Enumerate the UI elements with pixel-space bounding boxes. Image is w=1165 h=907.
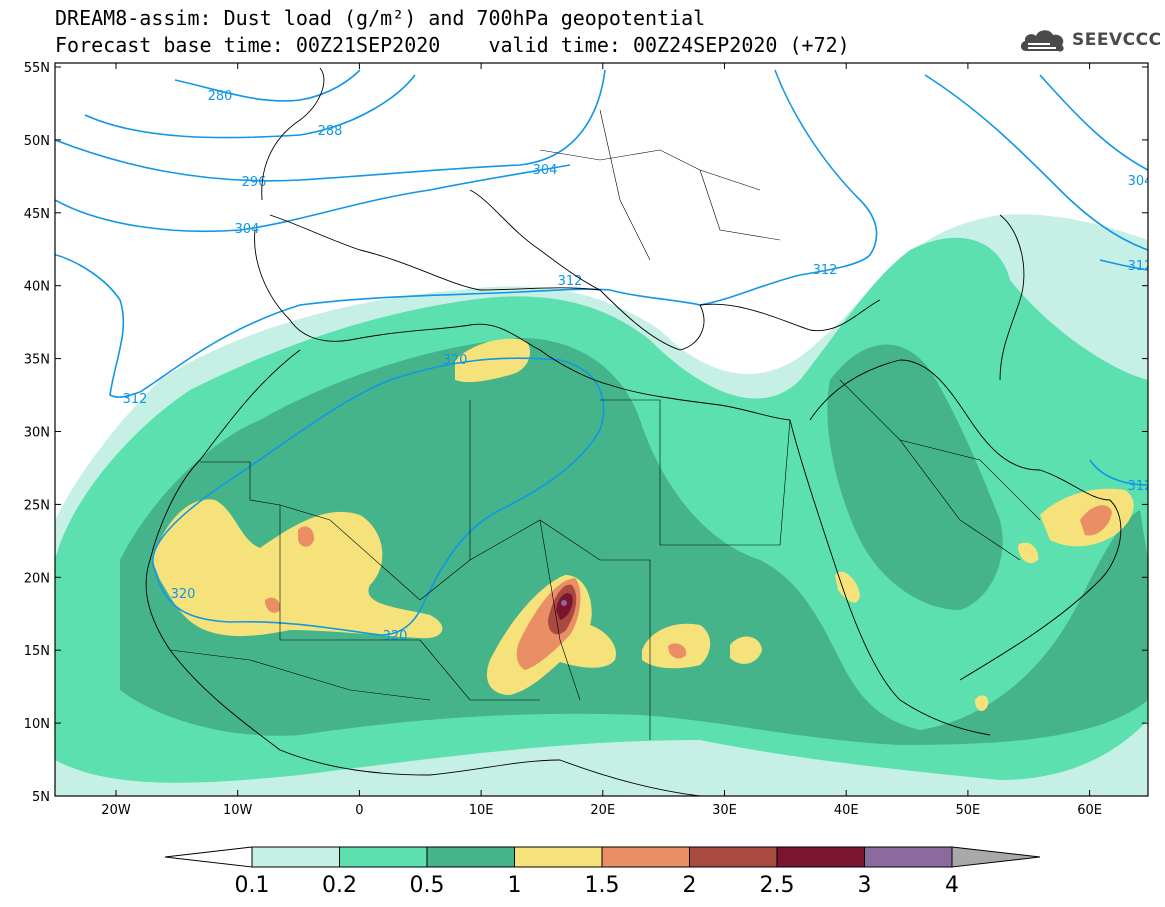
- colorbar-swatch: [776, 846, 865, 868]
- colorbar-tick-label: 0.5: [410, 873, 445, 898]
- lat-tick-label: 30N: [24, 426, 50, 441]
- contour-label: 312: [123, 392, 148, 407]
- map-title: DREAM8-assim: Dust load (g/m²) and 700hP…: [55, 6, 706, 30]
- dust-yellow-tunisia: [455, 338, 530, 383]
- colorbar-low-arrow: [164, 846, 253, 868]
- country-borders: [169, 109, 1041, 740]
- lon-tick-label: 20E: [590, 803, 615, 818]
- colorbar-tick-label: 0.1: [235, 873, 270, 898]
- lat-tick-label: 50N: [24, 134, 50, 149]
- colorbar-swatch: [864, 846, 953, 868]
- lat-tick-label: 10N: [24, 717, 50, 732]
- dust-yellow-sudan-east: [730, 636, 762, 664]
- colorbar-tick-label: 2.5: [760, 873, 795, 898]
- colorbar-swatch: [426, 846, 515, 868]
- lon-tick-label: 10W: [223, 803, 253, 818]
- dust-load-colorbar: 0.1 0.2 0.5 1 1.5 2 2.5 3 4: [164, 846, 1041, 898]
- lat-tick-label: 45N: [24, 207, 50, 222]
- lat-tick-label: 5N: [32, 790, 50, 805]
- dust-orange-mali: [265, 597, 281, 613]
- colorbar-tick-label: 3: [858, 873, 872, 898]
- contour-label: 304: [533, 163, 558, 178]
- colorbar-swatch: [514, 846, 603, 868]
- dust-purple-core: [561, 600, 567, 606]
- dust-yellow-horn: [975, 695, 989, 712]
- dust-yellow-yemen: [1018, 542, 1039, 564]
- lat-tick-label: 40N: [24, 280, 50, 295]
- latitude-axis: 55N 50N 45N 40N 35N 30N 25N 20N 15N 10N 5N: [24, 61, 1148, 805]
- lon-tick-label: 40E: [834, 803, 859, 818]
- contour-label: 320: [443, 353, 468, 368]
- contour-label: 312: [1128, 479, 1153, 494]
- contour-label: 280: [208, 89, 233, 104]
- contour-label: 312: [1128, 259, 1153, 274]
- lat-tick-label: 35N: [24, 353, 50, 368]
- colorbar-swatch: [251, 846, 340, 868]
- dust-maroon-core: [556, 593, 573, 620]
- logo-text: SEEVCCC: [1072, 30, 1162, 50]
- longitude-axis: 20W 10W 0 10E 20E 30E 40E 50E 60E: [101, 63, 1102, 818]
- colorbar-swatch: [601, 846, 690, 868]
- seevccc-logo: SEEVCCC: [1018, 25, 1162, 55]
- lat-tick-label: 55N: [24, 61, 50, 76]
- cloud-icon: [1020, 30, 1064, 52]
- colorbar-tick-label: 1: [508, 873, 522, 898]
- contour-label: 312: [558, 274, 583, 289]
- dust-yellow-west-sahara: [152, 499, 443, 639]
- geopotential-contours: [55, 69, 1148, 636]
- lat-tick-label: 15N: [24, 644, 50, 659]
- colorbar-swatch: [689, 846, 778, 868]
- forecast-time-subtitle: Forecast base time: 00Z21SEP2020 valid t…: [55, 33, 850, 57]
- lon-tick-label: 50E: [956, 803, 981, 818]
- lon-tick-label: 0: [355, 803, 363, 818]
- dust-orange-oman: [1080, 505, 1112, 536]
- dust-dark-region: [120, 338, 1148, 745]
- map-frame: [54, 62, 1149, 797]
- contour-label: 312: [813, 263, 838, 278]
- dust-orange-mauritania: [298, 526, 315, 547]
- dust-orange-sudan: [668, 643, 687, 659]
- colorbar-tick-label: 4: [945, 873, 959, 898]
- lon-tick-label: 60E: [1077, 803, 1102, 818]
- contour-label: 320: [171, 587, 196, 602]
- coastlines: [145, 67, 1122, 796]
- lat-tick-label: 25N: [24, 498, 50, 513]
- lat-tick-label: 20N: [24, 571, 50, 586]
- contour-label: 304: [235, 222, 260, 237]
- contour-label: 320: [383, 629, 408, 644]
- map-field: 280 288 296 304 304 304 312 312 312 312 …: [55, 63, 1153, 796]
- lon-tick-label: 30E: [712, 803, 737, 818]
- colorbar-tick-label: 2: [683, 873, 697, 898]
- contour-label: 304: [1128, 174, 1153, 189]
- lon-tick-label: 20W: [101, 803, 131, 818]
- contour-label: 288: [318, 124, 343, 139]
- colorbar-tick-label: 1.5: [585, 873, 620, 898]
- lon-tick-label: 10E: [469, 803, 494, 818]
- colorbar-swatch: [339, 846, 428, 868]
- contour-label: 296: [242, 175, 267, 190]
- colorbar-tick-label: 0.2: [322, 873, 357, 898]
- dust-yellow-redsea: [835, 571, 860, 603]
- colorbar-high-arrow: [951, 846, 1041, 868]
